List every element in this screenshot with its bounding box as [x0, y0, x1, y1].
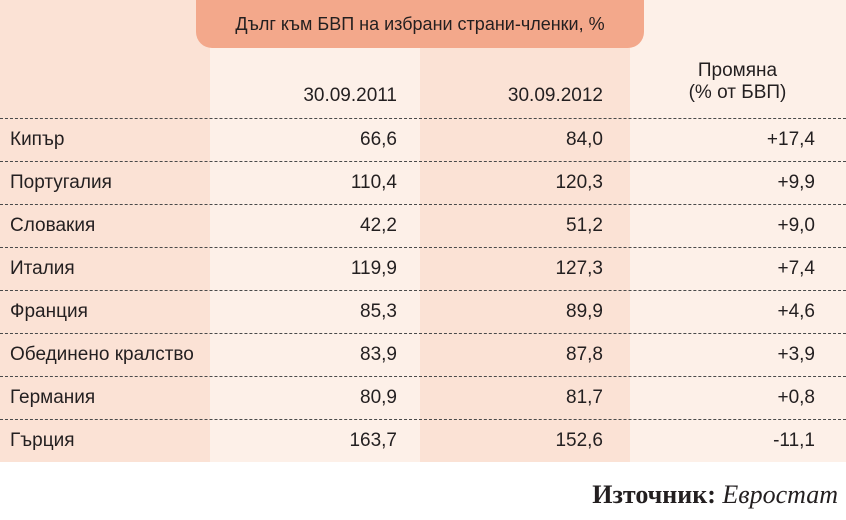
- value-cell: +7,4: [777, 258, 815, 279]
- value-cell: 110,4: [350, 172, 397, 193]
- column-header: 30.09.2012: [507, 85, 603, 106]
- row-divider: [0, 290, 846, 291]
- row-divider: [0, 247, 846, 248]
- value-cell: +0,8: [777, 387, 815, 408]
- column-header: 30.09.2011: [303, 85, 397, 106]
- value-cell: 87,8: [566, 344, 603, 365]
- value-cell: 119,9: [350, 258, 397, 279]
- value-cell: 42,2: [360, 215, 397, 236]
- value-cell: 89,9: [566, 301, 603, 322]
- source-value: Евростат: [722, 480, 838, 509]
- source-label: Източник:: [592, 480, 716, 509]
- source: Източник: Евростат: [592, 480, 838, 510]
- value-cell: 51,2: [566, 215, 603, 236]
- country: Словакия: [10, 215, 96, 236]
- country: Италия: [10, 258, 75, 279]
- value-cell: 163,7: [349, 430, 397, 451]
- value-cell: 83,9: [360, 344, 397, 365]
- column-bg: [0, 0, 210, 462]
- value-cell: +3,9: [777, 344, 815, 365]
- table-title: Дълг към БВП на избрани страни-членки, %: [196, 0, 644, 48]
- country: Гърция: [10, 430, 75, 451]
- column-bg: [210, 0, 420, 462]
- value-cell: +9,9: [777, 172, 815, 193]
- value-cell: +9,0: [777, 215, 815, 236]
- row-divider: [0, 204, 846, 205]
- row-divider: [0, 376, 846, 377]
- value-cell: 81,7: [566, 387, 603, 408]
- header-line: (% от БВП): [688, 82, 787, 103]
- row-divider: [0, 419, 846, 420]
- header-line: Промяна: [697, 60, 778, 81]
- column-bg: [630, 0, 846, 462]
- value-cell: 66,6: [360, 129, 397, 150]
- value-cell: 120,3: [555, 172, 603, 193]
- value-cell: 80,9: [360, 387, 397, 408]
- value-cell: +4,6: [777, 301, 815, 322]
- country: Франция: [10, 301, 88, 322]
- value-cell: 84,0: [566, 129, 603, 150]
- row-divider: [0, 161, 846, 162]
- value-cell: -11,1: [773, 430, 815, 451]
- value-cell: +17,4: [766, 129, 815, 150]
- column-bg: [420, 0, 630, 462]
- row-divider: [0, 333, 846, 334]
- country: Португалия: [10, 172, 112, 193]
- row-divider: [0, 118, 846, 119]
- country: Кипър: [10, 129, 65, 150]
- column-header: Промяна (% от БВП): [620, 60, 815, 104]
- value-cell: 127,3: [555, 258, 603, 279]
- value-cell: 85,3: [360, 301, 397, 322]
- country: Германия: [10, 387, 96, 408]
- country: Обединено кралство: [10, 344, 194, 365]
- value-cell: 152,6: [555, 430, 603, 451]
